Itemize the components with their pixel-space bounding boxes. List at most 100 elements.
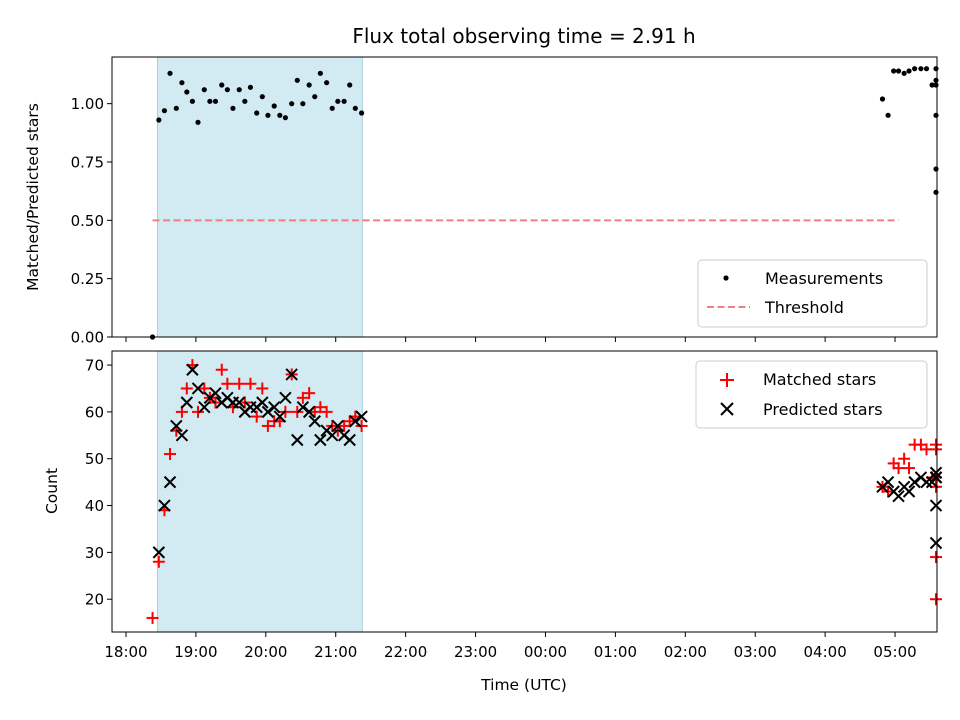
top-highlight-layer — [157, 56, 363, 338]
measurement-point — [247, 84, 254, 90]
bottom-panel: 20 30 40 50 60 70 18:00 19:00 20:00 21:00 22:00 23… — [43, 350, 943, 694]
measurement-point — [912, 66, 918, 72]
matched-point — [233, 377, 246, 390]
predicted-point — [267, 400, 281, 414]
predicted-point-stroke — [929, 536, 943, 550]
top-x-ticks — [125, 337, 896, 342]
predicted-point-stroke — [170, 419, 183, 433]
bottom-observing-span — [157, 350, 363, 633]
measurement-point — [212, 98, 219, 104]
matched-point — [303, 387, 316, 400]
predicted-point-stroke — [273, 410, 287, 423]
predicted-point-stroke — [198, 400, 211, 414]
predicted-point — [331, 419, 345, 433]
matched-point — [164, 448, 177, 461]
matched-point — [180, 382, 193, 395]
measurement-point — [312, 94, 318, 100]
y-tick-label: 0.25 — [71, 270, 104, 288]
measurement-point — [317, 70, 323, 76]
measurement-point — [329, 105, 335, 111]
predicted-point — [881, 475, 895, 489]
matched-point — [215, 363, 228, 376]
x-tick-label: 21:00 — [314, 643, 357, 661]
predicted-point — [929, 471, 943, 484]
predicted-point-stroke — [296, 400, 310, 414]
measurement-point — [929, 82, 935, 88]
predicted-point — [929, 499, 943, 512]
measurement-point — [347, 82, 353, 88]
y-tick-label: 30 — [85, 544, 104, 562]
predicted-point-stroke — [314, 433, 327, 447]
matched-point — [355, 419, 368, 432]
matched-point — [314, 401, 327, 414]
measurement-point — [933, 166, 939, 172]
x-tick-label: 05:00 — [873, 643, 916, 661]
predicted-point — [209, 386, 222, 400]
measurements-layer — [149, 66, 939, 340]
predicted-point-stroke — [908, 475, 921, 489]
bottom-y-axis: 20 30 40 50 60 70 — [85, 357, 112, 609]
matched-point — [146, 611, 159, 624]
predicted-point — [920, 475, 933, 489]
y-tick-label: 50 — [85, 450, 104, 468]
measurement-point — [923, 66, 930, 72]
predicted-point — [279, 391, 292, 405]
measurement-point — [933, 112, 939, 118]
predicted-point-stroke — [343, 433, 356, 447]
predicted-point — [180, 396, 194, 409]
predicted-point-stroke — [929, 466, 943, 479]
predicted-point-stroke — [175, 429, 189, 442]
measurement-point — [294, 77, 300, 83]
legend-predicted-marker — [720, 402, 734, 416]
measurement-point — [306, 82, 312, 88]
measurement-point — [901, 70, 907, 76]
y-tick-label: 0.00 — [71, 329, 104, 347]
measurement-point — [230, 105, 236, 111]
measurement-point — [885, 112, 891, 118]
measurement-point — [933, 189, 939, 195]
predicted-point — [308, 415, 321, 428]
legend-threshold-label: Threshold — [764, 298, 844, 317]
x-tick-label: 18:00 — [104, 643, 147, 661]
predicted-point — [273, 410, 287, 423]
legend-measurements-label: Measurements — [765, 269, 883, 288]
matched-point — [244, 377, 257, 390]
predicted-point-stroke — [152, 546, 166, 559]
measurement-point — [341, 98, 347, 104]
predicted-point — [170, 419, 183, 433]
measurement-point — [324, 80, 330, 86]
measurement-point — [906, 68, 912, 74]
measurement-point — [300, 101, 306, 107]
x-tick-label: 03:00 — [734, 643, 777, 661]
top-y-axis: 0.00 0.25 0.50 0.75 1.00 — [71, 95, 112, 347]
predicted-point — [198, 400, 211, 414]
measurement-point — [236, 87, 242, 93]
predicted-point — [233, 396, 246, 409]
measurement-point — [289, 101, 295, 107]
matched-point — [221, 377, 234, 390]
matched-point — [903, 462, 916, 475]
legend-matched-label: Matched stars — [763, 370, 876, 389]
predicted-point-stroke — [285, 368, 298, 381]
matched-point — [256, 382, 269, 395]
predicted-point-stroke — [209, 386, 222, 400]
top-plot-frame — [111, 56, 938, 338]
measurement-point — [933, 82, 939, 88]
predicted-point — [929, 536, 943, 550]
predicted-point-stroke — [881, 475, 895, 489]
predicted-point — [175, 429, 189, 442]
measurement-point — [201, 87, 207, 93]
predicted-point — [296, 400, 310, 414]
predicted-point-stroke — [308, 415, 321, 428]
matched-point — [191, 405, 204, 418]
predicted-point-stroke — [233, 396, 246, 409]
measurement-point — [179, 80, 185, 86]
legend-predicted-label: Predicted stars — [763, 400, 883, 419]
measurement-point — [259, 94, 265, 100]
measurement-point — [195, 119, 201, 125]
predicted-point-stroke — [191, 382, 205, 395]
measurement-point — [265, 112, 271, 118]
measurement-point — [167, 70, 173, 76]
y-tick-label: 40 — [85, 497, 104, 515]
predicted-point — [892, 489, 905, 503]
